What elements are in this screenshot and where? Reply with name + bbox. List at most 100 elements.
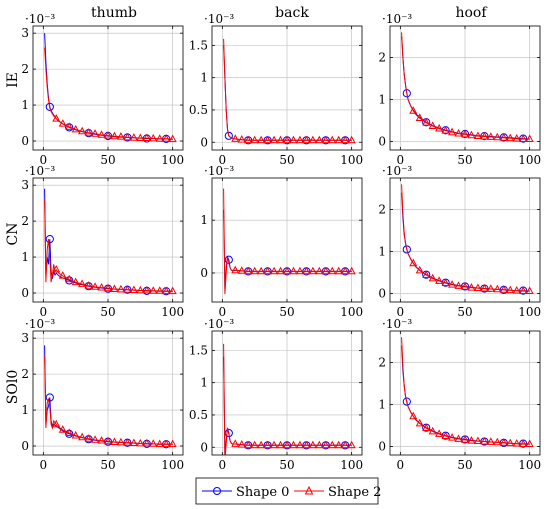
x-tick-label: 0 xyxy=(40,153,48,167)
data-point-shape2 xyxy=(506,285,515,294)
data-point-shape2 xyxy=(97,435,106,444)
y-tick-label: 1 xyxy=(21,98,29,112)
data-point-shape2 xyxy=(295,135,304,144)
data-point-shape2 xyxy=(428,426,437,435)
data-point-shape2 xyxy=(512,133,521,142)
data-point-shape2 xyxy=(295,440,304,449)
scale-factor-label: ·10⁻³ xyxy=(204,317,234,331)
data-point-shape2 xyxy=(78,432,87,441)
data-layer xyxy=(223,188,356,295)
x-tick-label: 50 xyxy=(457,305,472,319)
data-point-shape0 xyxy=(224,131,233,140)
data-point-shape2 xyxy=(328,135,337,144)
y-tick-label: 1.5 xyxy=(189,343,208,357)
x-tick-label: 50 xyxy=(100,305,115,319)
series-line-shape0 xyxy=(401,345,530,445)
data-point-shape2 xyxy=(341,440,350,449)
x-tick-label: 0 xyxy=(397,153,405,167)
data-point-shape0 xyxy=(402,245,411,254)
data-point-shape2 xyxy=(308,135,317,144)
data-point-shape2 xyxy=(415,418,424,427)
data-point-shape2 xyxy=(519,286,528,294)
data-point-shape2 xyxy=(448,433,457,441)
data-point-shape2 xyxy=(415,113,424,121)
row-label-sol0: SOl0 xyxy=(5,370,21,404)
y-tick-label: 2 xyxy=(378,203,386,217)
series-line-shape2 xyxy=(44,356,173,445)
data-point-shape2 xyxy=(123,285,132,293)
data-point-shape2 xyxy=(142,285,151,294)
data-point-shape2 xyxy=(149,439,158,447)
data-point-shape2 xyxy=(123,132,132,141)
scale-factor-label: ·10⁻³ xyxy=(204,12,234,26)
data-point-shape2 xyxy=(422,423,431,431)
data-point-shape2 xyxy=(409,258,418,267)
data-point-shape2 xyxy=(231,265,240,274)
data-point-shape2 xyxy=(448,127,457,136)
data-point-shape2 xyxy=(428,121,437,129)
x-tick-label: 50 xyxy=(279,153,294,167)
series-line-shape0 xyxy=(223,356,352,454)
data-point-shape2 xyxy=(282,266,292,275)
panel-2: 0 50 100 0 0.5 1 1.5 ·10⁻³ xyxy=(189,12,363,167)
data-point-shape2 xyxy=(263,266,272,275)
labels-layer: thumb back hoof IE CN SOl0 xyxy=(5,5,488,404)
y-tick-label: 1 xyxy=(200,376,208,390)
data-layer xyxy=(401,32,534,143)
series-line-shape2 xyxy=(401,184,530,292)
x-tick-label: 0 xyxy=(219,458,227,472)
data-point-shape2 xyxy=(116,284,125,293)
y-tick-label: 1 xyxy=(200,213,208,227)
data-point-shape2 xyxy=(103,130,113,139)
data-point-shape2 xyxy=(110,437,119,445)
data-point-shape2 xyxy=(276,440,285,449)
data-point-shape2 xyxy=(415,265,424,274)
data-point-shape2 xyxy=(347,440,356,449)
data-point-shape2 xyxy=(250,135,259,144)
data-point-shape0 xyxy=(402,397,411,406)
data-point-shape2 xyxy=(257,135,266,144)
panel-5: 0 50 100 0 1 ·10⁻³ xyxy=(200,164,363,319)
x-tick-label: 50 xyxy=(279,305,294,319)
data-layer xyxy=(223,38,356,145)
legend-label-shape0: Shape 0 xyxy=(236,485,289,500)
data-point-shape2 xyxy=(321,266,330,275)
data-point-shape2 xyxy=(84,128,93,136)
y-tick-label: 1 xyxy=(378,245,386,259)
y-tick-label: 0 xyxy=(378,135,386,149)
data-point-shape2 xyxy=(162,286,171,295)
legend-marker-shape2 xyxy=(304,485,314,495)
data-point-shape2 xyxy=(289,266,298,275)
series-line-shape0 xyxy=(401,192,530,292)
data-point-shape2 xyxy=(480,283,489,292)
data-point-shape2 xyxy=(480,131,489,140)
y-tick-label: 0.5 xyxy=(189,103,208,117)
data-point-shape2 xyxy=(480,436,489,445)
data-point-shape2 xyxy=(263,440,272,449)
data-point-shape2 xyxy=(486,132,495,140)
data-point-shape2 xyxy=(84,281,93,289)
y-tick-label: 3 xyxy=(21,331,29,345)
data-point-shape2 xyxy=(302,440,311,449)
data-point-shape2 xyxy=(334,135,343,144)
panel-9: 0 50 100 0 1 2 ·10⁻³ xyxy=(378,317,541,472)
data-point-shape0 xyxy=(45,102,54,111)
data-point-shape2 xyxy=(506,438,515,447)
panel-4: 0 50 100 0 1 2 3·10⁻³ xyxy=(21,164,184,319)
data-point-shape2 xyxy=(263,135,272,144)
data-point-shape2 xyxy=(435,276,444,284)
x-tick-label: 100 xyxy=(161,153,184,167)
data-point-shape2 xyxy=(116,437,125,446)
data-point-shape2 xyxy=(52,114,61,122)
y-tick-label: 2 xyxy=(21,62,29,76)
y-tick-label: 0 xyxy=(21,286,29,300)
series-line-shape2 xyxy=(223,343,352,455)
data-point-shape2 xyxy=(347,135,356,144)
x-tick-label: 0 xyxy=(40,305,48,319)
data-point-shape2 xyxy=(493,132,502,141)
series-line-shape0 xyxy=(44,188,173,292)
y-tick-label: 3 xyxy=(21,178,29,192)
data-point-shape2 xyxy=(237,135,246,143)
